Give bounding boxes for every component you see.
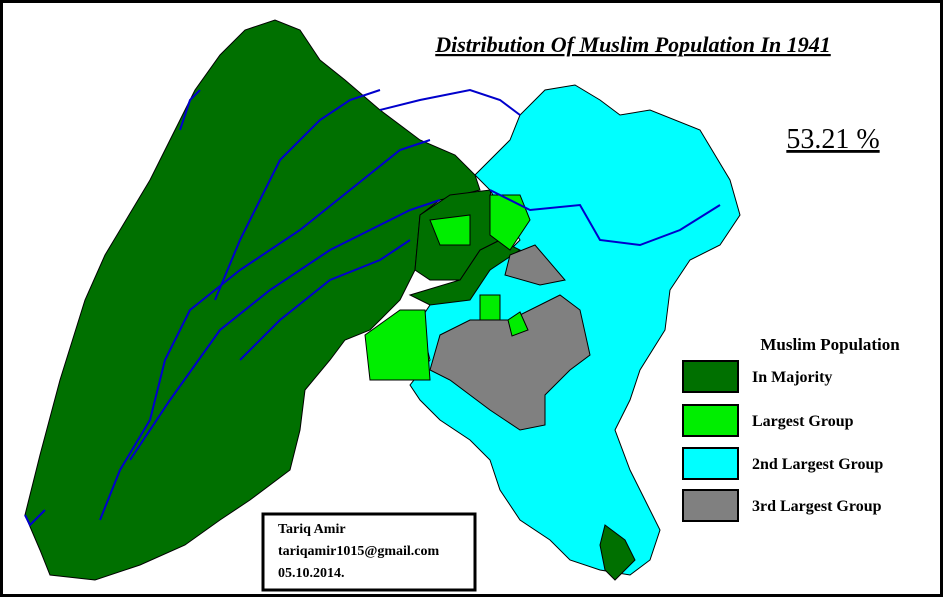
river bbox=[214, 89, 381, 301]
region bbox=[507, 311, 529, 337]
legend: In Majority Largest Group 2nd Largest Grou… bbox=[682, 360, 883, 522]
map-title: Distribution Of Muslim Population In 194… bbox=[434, 32, 831, 57]
percentage: 53.21 % bbox=[786, 124, 879, 155]
credit-line: tariqamir1015@gmail.com bbox=[278, 544, 439, 559]
map bbox=[24, 19, 741, 581]
credit-line: Tariq Amir bbox=[278, 522, 346, 537]
river bbox=[489, 189, 721, 247]
region bbox=[429, 214, 471, 246]
river bbox=[24, 509, 46, 527]
legend-swatch bbox=[682, 404, 739, 437]
legend-swatch bbox=[682, 360, 739, 393]
legend-label: 3rd Largest Group bbox=[752, 498, 882, 515]
region bbox=[429, 294, 591, 431]
river bbox=[179, 89, 201, 131]
river bbox=[239, 239, 411, 361]
region bbox=[489, 194, 531, 251]
legend-title: Muslim Population bbox=[760, 335, 900, 354]
legend-label: In Majority bbox=[752, 369, 832, 386]
region bbox=[599, 524, 636, 581]
legend-swatch bbox=[682, 447, 739, 480]
legend-label: Largest Group bbox=[752, 413, 854, 430]
river bbox=[379, 88, 521, 116]
legend-swatch bbox=[682, 489, 739, 522]
river bbox=[129, 199, 441, 461]
credit-box bbox=[261, 512, 477, 592]
region bbox=[504, 244, 566, 286]
legend-label: 2nd Largest Group bbox=[752, 456, 883, 473]
river bbox=[99, 139, 431, 521]
credit: Tariq Amir tariqamir1015@gmail.com 05.10.2… bbox=[278, 522, 439, 581]
credit-line: 05.10.2014. bbox=[278, 566, 345, 581]
region bbox=[364, 309, 431, 381]
region bbox=[479, 294, 501, 321]
